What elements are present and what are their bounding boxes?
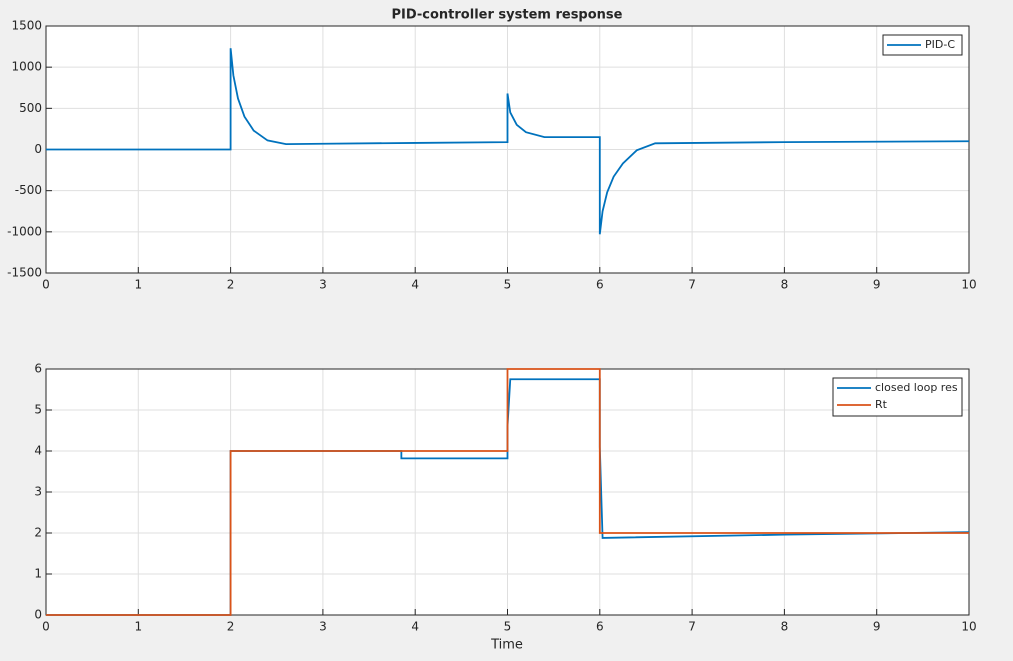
x-axis-label: Time xyxy=(490,638,523,653)
legend-box xyxy=(832,377,963,417)
y-tick-label: 2 xyxy=(34,526,42,540)
x-tick-label: 10 xyxy=(961,620,976,634)
x-tick-label: 3 xyxy=(319,620,327,634)
chart-title: PID-controller system response xyxy=(392,8,623,23)
y-tick-label: 0 xyxy=(34,608,42,622)
x-tick-label: 0 xyxy=(42,278,50,292)
x-tick-label: 3 xyxy=(319,278,327,292)
x-tick-label: 1 xyxy=(134,620,142,634)
x-tick-label: 0 xyxy=(42,620,50,634)
y-tick-label: 3 xyxy=(34,485,42,499)
y-tick-label: 500 xyxy=(19,101,42,115)
legend-label: Rt xyxy=(875,398,888,411)
y-tick-label: -500 xyxy=(15,183,42,197)
x-tick-label: 6 xyxy=(596,620,604,634)
y-tick-label: 5 xyxy=(34,403,42,417)
x-tick-label: 7 xyxy=(688,620,696,634)
x-tick-label: 8 xyxy=(781,278,789,292)
y-tick-label: 4 xyxy=(34,444,42,458)
y-tick-label: -1000 xyxy=(7,224,42,238)
legend-label: closed loop res xyxy=(875,381,958,394)
y-tick-label: 1500 xyxy=(11,19,42,33)
x-tick-label: 2 xyxy=(227,620,235,634)
x-tick-label: 9 xyxy=(873,620,881,634)
x-tick-label: 6 xyxy=(596,278,604,292)
x-tick-label: 10 xyxy=(961,278,976,292)
x-tick-label: 7 xyxy=(688,278,696,292)
legend-label: PID-C xyxy=(925,38,955,51)
y-tick-label: 1000 xyxy=(11,60,42,74)
x-tick-label: 4 xyxy=(411,278,419,292)
x-tick-label: 1 xyxy=(134,278,142,292)
x-tick-label: 9 xyxy=(873,278,881,292)
y-tick-label: 1 xyxy=(34,567,42,581)
data-line xyxy=(46,48,970,235)
x-tick-label: 5 xyxy=(504,620,512,634)
data-line xyxy=(46,368,969,616)
y-tick-label: -1500 xyxy=(7,266,42,280)
x-tick-label: 5 xyxy=(504,278,512,292)
x-tick-label: 4 xyxy=(411,620,419,634)
legend-box xyxy=(882,34,963,56)
x-tick-label: 8 xyxy=(781,620,789,634)
y-tick-label: 6 xyxy=(34,362,42,376)
y-tick-label: 0 xyxy=(34,142,42,156)
x-tick-label: 2 xyxy=(227,278,235,292)
